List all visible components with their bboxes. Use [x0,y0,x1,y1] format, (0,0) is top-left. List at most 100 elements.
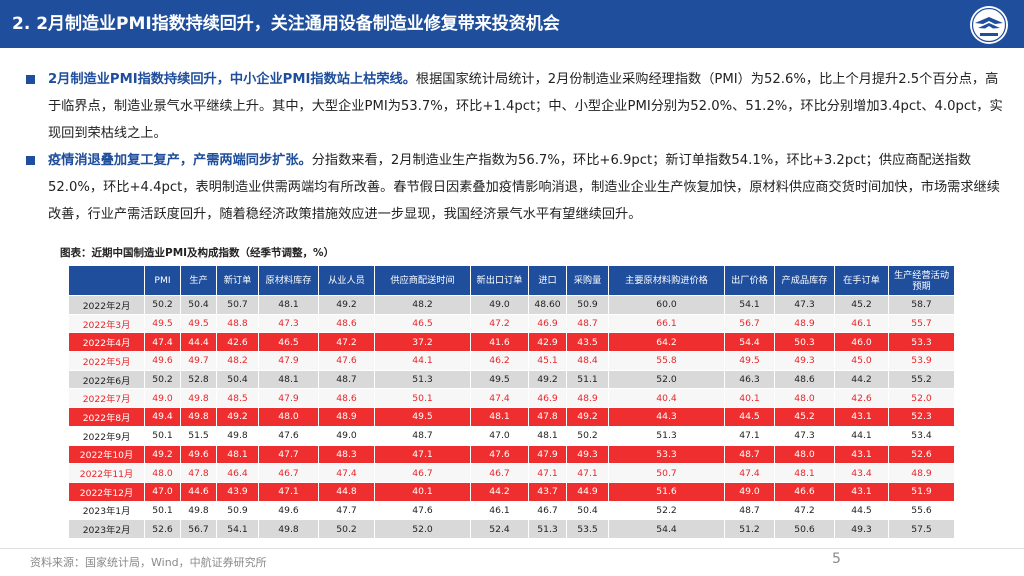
page-title: 2. 2月制造业PMI指数持续回升，关注通用设备制造业修复带来投资机会 [12,14,560,34]
table-value-cell: 47.0 [470,425,529,446]
table-value-cell: 49.8 [180,407,217,427]
table-value-cell: 50.6 [774,519,835,539]
table-value-cell: 47.6 [374,500,471,521]
table-value-cell: 66.1 [608,313,725,334]
table-value-cell: 43.5 [566,332,609,353]
table-value-cell: 40.1 [724,388,775,409]
table-header-cell [68,265,145,296]
table-value-cell: 43.4 [834,463,889,483]
table-value-cell: 47.6 [470,444,529,465]
table-value-cell: 49.8 [258,519,319,539]
table-value-cell: 48.9 [888,463,955,483]
table-value-cell: 47.4 [470,388,529,409]
table-value-cell: 47.9 [258,388,319,409]
table-value-cell: 43.9 [216,481,259,502]
table-value-cell: 56.7 [724,313,775,334]
table-value-cell: 47.6 [318,351,375,371]
table-value-cell: 49.5 [470,369,529,390]
table-body: 2022年2月 50.2 50.4 50.7 48.1 49.2 48.2 49.0 48.60… [68,295,955,539]
table-value-cell: 47.1 [258,481,319,502]
table-header-cell: 在手订单 [834,265,889,296]
table-value-cell: 48.0 [144,463,181,483]
table-value-cell: 37.2 [374,332,471,353]
table-value-cell: 44.3 [608,407,725,427]
table-month-cell: 2022年2月 [68,295,145,315]
table-value-cell: 50.1 [144,500,181,521]
table-value-cell: 50.9 [216,500,259,521]
table-month-cell: 2022年3月 [68,313,145,334]
table-value-cell: 50.2 [144,369,181,390]
table-header-cell: 主要原材料购进价格 [608,265,725,296]
table-value-cell: 42.9 [528,332,567,353]
table-value-cell: 49.3 [774,351,835,371]
table-value-cell: 55.7 [888,313,955,334]
paragraph-highlight: 疫情消退叠加复工复产，产需两端同步扩张。 [48,153,312,168]
table-value-cell: 49.2 [528,369,567,390]
table-value-cell: 51.3 [528,519,567,539]
table-value-cell: 55.2 [888,369,955,390]
table-value-cell: 47.7 [318,500,375,521]
table-value-cell: 47.1 [566,463,609,483]
table-value-cell: 44.5 [724,407,775,427]
table-value-cell: 46.7 [528,500,567,521]
table-value-cell: 52.6 [888,444,955,465]
table-value-cell: 46.9 [528,313,567,334]
table-header-cell: 生产经营活动预期 [888,265,955,296]
table-value-cell: 53.4 [888,425,955,446]
table-value-cell: 54.1 [724,295,775,315]
table-row: 2022年7月 49.0 49.8 48.5 47.9 48.6 50.1 47.4 46.9 4… [68,388,955,409]
table-value-cell: 47.1 [724,425,775,446]
table-value-cell: 43.1 [834,481,889,502]
table-value-cell: 45.1 [528,351,567,371]
table-value-cell: 47.4 [144,332,181,353]
table-value-cell: 42.6 [834,388,889,409]
table-row: 2022年2月 50.2 50.4 50.7 48.1 49.2 48.2 49.0 48.60… [68,295,955,315]
table-value-cell: 47.6 [258,425,319,446]
table-value-cell: 49.3 [566,444,609,465]
table-value-cell: 46.5 [374,313,471,334]
source-note: 资料来源：国家统计局，Wind，中航证券研究所 [30,556,267,569]
table-value-cell: 53.3 [888,332,955,353]
table-row: 2022年8月 49.4 49.8 49.2 48.0 48.9 49.5 48.1 47.8 4… [68,407,955,427]
table-value-cell: 45.2 [774,407,835,427]
table-value-cell: 51.1 [566,369,609,390]
table-value-cell: 50.2 [144,295,181,315]
table-value-cell: 51.3 [608,425,725,446]
paragraph-highlight: 2月制造业PMI指数持续回升，中小企业PMI指数站上枯荣线。 [48,72,416,87]
table-value-cell: 46.1 [470,500,529,521]
table-value-cell: 49.0 [470,295,529,315]
table-value-cell: 51.9 [888,481,955,502]
table-value-cell: 43.1 [834,407,889,427]
table-value-cell: 49.2 [216,407,259,427]
table-row: 2022年9月 50.1 51.5 49.8 47.6 49.0 48.7 47.0 48.1 5… [68,425,955,446]
table-value-cell: 47.2 [470,313,529,334]
table-value-cell: 41.6 [470,332,529,353]
table-value-cell: 55.8 [608,351,725,371]
table-value-cell: 50.1 [374,388,471,409]
table-value-cell: 50.7 [216,295,259,315]
table-value-cell: 49.8 [180,388,217,409]
paragraph-body: 分指数来看，2月制造业生产指数为56.7%，环比+6.9pct；新订单指数54.… [48,153,1000,222]
table-header-cell: PMI [144,265,181,296]
table-month-cell: 2022年12月 [68,481,145,502]
table-value-cell: 48.7 [566,313,609,334]
table-value-cell: 49.2 [144,444,181,465]
table-value-cell: 60.0 [608,295,725,315]
paragraph-pmi: 2月制造业PMI指数持续回升，中小企业PMI指数站上枯荣线。根据国家统计局统计，… [22,66,1007,147]
table-value-cell: 48.1 [774,463,835,483]
table-value-cell: 47.2 [774,500,835,521]
pmi-table: PMI 生产 新订单 原材料库存 从业人员 供应商配送时间 新出口订单 进口 采购量 主要原材料购… [68,265,955,539]
table-value-cell: 44.2 [834,369,889,390]
table-value-cell: 49.0 [144,388,181,409]
table-value-cell: 47.7 [258,444,319,465]
table-value-cell: 48.6 [318,388,375,409]
table-header-cell: 从业人员 [318,265,375,296]
table-row: 2022年12月 47.0 44.6 43.9 47.1 44.8 40.1 44.2 43.7… [68,481,955,502]
table-header-cell: 生产 [180,265,217,296]
table-row: 2022年4月 47.4 44.4 42.6 46.5 47.2 37.2 41.6 42.9 4… [68,332,955,353]
table-month-cell: 2022年9月 [68,425,145,446]
table-header-cell: 出厂价格 [724,265,775,296]
table-value-cell: 54.4 [608,519,725,539]
table-value-cell: 48.6 [318,313,375,334]
table-value-cell: 52.0 [888,388,955,409]
